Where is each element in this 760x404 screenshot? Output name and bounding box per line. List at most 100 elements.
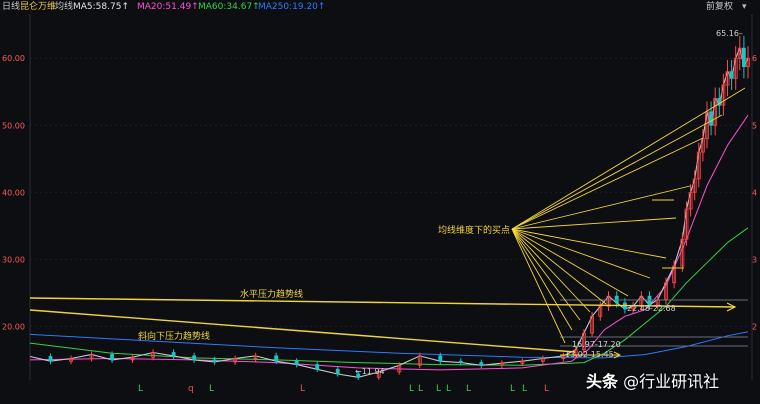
event-marker[interactable]: L [209,384,214,394]
chart-header: 日线 昆仑万维 均线 MA5:58.75↑ MA20:51.49↑ MA60:3… [0,0,760,14]
y-tick-label-right: 4 [752,188,757,197]
horizontal-trend-label: 水平压力趋势线 [240,288,303,300]
event-marker[interactable]: L [466,384,471,394]
y-tick-label-right: 3 [752,255,757,264]
candle-body [573,349,578,357]
candle-body [417,355,422,366]
event-marker[interactable]: L [409,384,414,394]
candle-body [590,315,594,334]
zone-label-3: 22.48-22.68 [627,304,676,313]
buy-point-ray [511,185,691,230]
grid-lines [30,57,748,327]
candle-body [499,362,504,366]
candle-body [171,352,176,357]
candle-layer [48,35,750,380]
event-marker[interactable]: L [300,384,305,394]
event-marker[interactable]: L [510,384,515,394]
watermark-text: @行业研讯社 [623,372,720,391]
candle-body [688,191,693,210]
low-price-label: ←11.94 [355,367,385,376]
candle-body [729,71,734,79]
descending-trend-label: 斜向下压力趋势线 [138,330,210,342]
y-tick-label-right: 6 [752,54,757,63]
buy-point-ray [511,137,704,230]
candle-body [151,352,155,358]
candle-body [315,364,320,370]
ma5-value: MA5:58.75↑ [73,2,129,12]
trend-annotations [29,87,748,359]
candle-body [606,295,611,307]
series-line-ma20 [29,114,749,371]
zone-label-2: 13.02-15.45 [565,350,614,359]
buy-point-label: 均线维度下的买点 [438,224,510,236]
candle-body [684,208,689,240]
event-marker[interactable]: q [188,384,194,394]
event-marker[interactable]: L [418,384,423,394]
adjust-button[interactable]: 前复权 [706,2,734,12]
candle-body [376,371,381,378]
buy-point-ray [511,217,677,230]
candle-body [561,355,566,359]
candle-body [709,111,713,126]
candle-body [253,355,258,359]
candle-body [438,355,443,362]
y-tick-label: 40.00 [2,188,25,197]
stock-name[interactable]: 昆仑万维 [20,2,57,12]
event-markers: L q L L L L L L L L L L [138,384,549,394]
buy-point-ray [511,228,591,313]
candle-body [737,47,742,59]
buy-point-ray [511,228,566,344]
chevron-down-icon[interactable]: ▾ [742,2,747,12]
y-tick-label-right: 5 [752,121,757,130]
ma-label[interactable]: 均线 [55,2,74,12]
candle-body [520,360,525,364]
buy-point-ray [511,228,581,321]
ma250-value: MA250:19.20↑ [258,2,326,12]
series-line-close [29,46,749,378]
candle-body [356,373,361,378]
candle-body [233,358,238,363]
y-tick-label: 60.00 [2,54,25,63]
candle-body [705,111,709,140]
candle-body [48,356,53,362]
event-marker[interactable]: L [138,384,143,394]
y-axis-ticks: 60.00 6 50.00 5 40.00 4 30.00 3 20.00 2 [2,54,757,331]
arrow-icon [613,351,622,359]
candle-body [192,355,197,361]
event-marker[interactable]: L [544,384,549,394]
candle-body [458,360,463,363]
candle-body [581,332,586,351]
candle-body [335,368,340,375]
candle-body [212,359,217,363]
buy-point-ray [511,228,573,331]
candle-body [130,356,135,361]
buy-point-ray [511,228,629,297]
buy-point-ray [511,87,746,230]
period-label[interactable]: 日线 [2,2,21,12]
event-marker[interactable]: L [522,384,527,394]
arrow-icon [726,302,737,312]
series-layer [29,46,749,378]
candle-body [647,295,652,306]
buy-point-ray [511,228,607,305]
y-tick-label-right: 2 [752,322,757,331]
horizontal-trendline [29,297,736,308]
candle-body [696,151,701,180]
y-tick-label: 50.00 [2,121,25,130]
candle-body [692,178,697,193]
event-marker[interactable]: L [446,384,451,394]
candle-body [725,71,730,86]
candle-body [672,265,677,284]
candle-body [89,354,94,359]
candle-body [274,355,279,362]
candle-body [733,57,738,79]
y-tick-label: 30.00 [2,255,25,264]
candle-body [69,358,73,362]
candle-body [680,238,685,267]
candle-body [713,98,718,126]
candle-body [397,364,402,373]
buy-point-ray [511,228,651,279]
candle-body [540,358,545,362]
event-marker[interactable]: L [436,384,441,394]
